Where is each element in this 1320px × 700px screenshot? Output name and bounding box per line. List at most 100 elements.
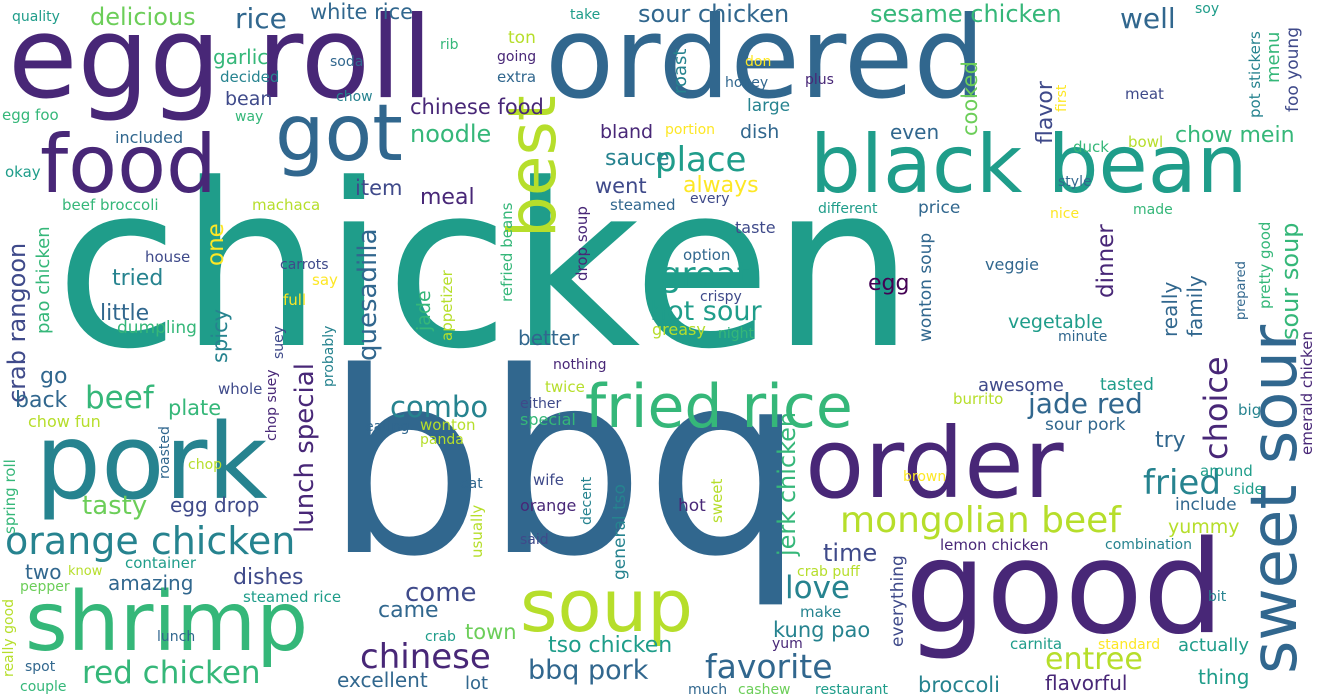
word-tried: tried [112, 266, 164, 291]
word-went: went [595, 174, 647, 198]
word-garlic: garlic [213, 45, 269, 69]
word-vegetable: vegetable [1008, 311, 1103, 333]
word-place: place [655, 140, 747, 180]
word-entree: entree [1045, 642, 1143, 677]
word-sauce: sauce [605, 146, 670, 171]
word-meal: meal [420, 185, 475, 210]
word-nice: nice [1050, 206, 1080, 222]
word-bit: bit [1208, 589, 1227, 605]
word-whole: whole [218, 380, 263, 398]
word-roast: roast [670, 48, 691, 94]
word-said: said [520, 532, 549, 548]
word-lunch: lunch [157, 629, 196, 645]
word-one: one [203, 223, 229, 267]
word-first: first [1054, 84, 1070, 112]
word-sour-chicken: sour chicken [638, 0, 790, 28]
word-meat: meat [1125, 85, 1164, 103]
word-large: large [747, 96, 791, 116]
word-tasted: tasted [1100, 375, 1154, 395]
word-refried-beans: refried beans [498, 202, 516, 302]
word-option: option [683, 246, 731, 264]
word-lot: lot [465, 673, 489, 694]
word-yummy: yummy [1168, 516, 1240, 538]
word-actually: actually [1178, 635, 1250, 656]
word-portion: portion [665, 122, 716, 138]
word-white-rice: white rice [310, 0, 414, 24]
word-really: really [1158, 281, 1182, 337]
word-wonton-soup: wonton soup [916, 233, 936, 343]
word-okay: okay [5, 163, 41, 181]
word-include: include [1175, 495, 1237, 515]
word-decent: decent [579, 477, 595, 526]
word-mongolian-beef: mongolian beef [840, 500, 1121, 541]
word-combination: combination [1105, 537, 1192, 553]
word-shrimp: shrimp [25, 575, 309, 670]
word-general-tso: general tso [610, 484, 630, 581]
word-lemon-chicken: lemon chicken [940, 536, 1049, 554]
word-sour-soup: sour soup [1276, 222, 1304, 340]
word-standard: standard [1098, 637, 1161, 653]
word-bland: bland [600, 121, 654, 143]
word-extra: extra [497, 68, 537, 86]
word-take: take [570, 7, 601, 23]
word-come: come [405, 578, 477, 608]
word-combo: combo [390, 390, 489, 424]
word-pretty-good: pretty good [1256, 221, 1274, 309]
word-sweet: sweet [708, 478, 726, 523]
word-bowl: bowl [1128, 133, 1164, 151]
word-suey: suey [271, 325, 287, 359]
word-everything: everything [888, 555, 908, 647]
word-full: full [283, 291, 307, 309]
word-every: every [690, 191, 730, 207]
word-spring-roll: spring roll [1, 459, 19, 534]
word-jade: jade [413, 289, 435, 331]
word-item: item [355, 176, 403, 200]
word-dish: dish [740, 121, 780, 143]
word-egg: egg [868, 271, 910, 296]
word-spicy: spicy [208, 308, 232, 363]
word-made: made [1133, 202, 1173, 218]
word-steamed-rice: steamed rice [243, 588, 342, 606]
word-chicken: chicken [55, 136, 915, 399]
word-plus: plus [805, 72, 834, 88]
word-chop: chop [188, 457, 223, 473]
word-two: two [25, 560, 62, 584]
word-excellent: excellent [337, 668, 428, 692]
word-side: side [1233, 480, 1264, 498]
word-orange: orange [520, 496, 577, 515]
word-try: try [1155, 428, 1186, 453]
word-different: different [818, 201, 878, 217]
word-bbq: bbq [325, 319, 805, 612]
word-couple: couple [20, 679, 67, 695]
word-style: style [1058, 174, 1092, 190]
word-egg-roll: egg roll [8, 0, 433, 124]
word-orange-chicken: orange chicken [5, 519, 296, 563]
word-really-good: really good [1, 599, 17, 678]
word-black-bean: black bean [810, 118, 1248, 211]
word-drop-soup: drop soup [573, 206, 591, 281]
word-say: say [312, 271, 338, 289]
word-either: either [520, 396, 562, 412]
word-going: going [497, 49, 537, 65]
word-order: order [805, 407, 1064, 520]
word-flavorful: flavorful [1045, 671, 1128, 695]
word-broccoli: broccoli [918, 673, 1000, 697]
word-pork: pork [35, 401, 268, 523]
word-twice: twice [545, 378, 585, 396]
word-usually: usually [468, 504, 486, 558]
word-chow-mein: chow mein [1175, 123, 1295, 148]
word-spot: spot [25, 659, 56, 675]
word-chop-suey: chop suey [264, 369, 280, 441]
word-well: well [1120, 2, 1176, 35]
word-ordered: ordered [545, 0, 986, 124]
word-quality: quality [12, 9, 60, 25]
word-kung-pao: kung pao [773, 618, 871, 642]
word-chinese-food: chinese food [410, 95, 544, 119]
word-roasted: roasted [157, 425, 173, 479]
word-crab-puff: crab puff [797, 564, 860, 580]
word-pot-stickers: pot stickers [1246, 31, 1264, 118]
word-noodle: noodle [410, 120, 492, 148]
word-egg-drop: egg drop [170, 493, 260, 517]
word-ton: ton [508, 28, 536, 48]
